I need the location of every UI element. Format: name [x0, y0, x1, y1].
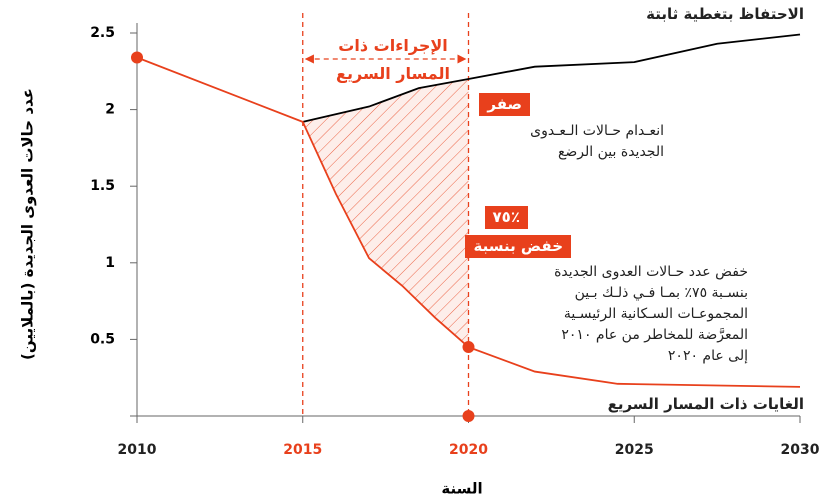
zero-tag: صفر [479, 93, 530, 116]
series-label: الغايات ذات المسار السريع [607, 395, 804, 413]
reduce-tag: خفض بنسبة [465, 235, 571, 258]
note-line: إلى عام ٢٠٢٠ [667, 348, 748, 364]
fast-track-label: الإجراءات ذات المسار السريع [336, 32, 450, 88]
series-label: الاحتفاظ بتغطية ثابتة [646, 5, 804, 23]
note-line: انعـدام حـالات الـعـدوى [530, 123, 664, 139]
y-tick-label: 1 [105, 255, 115, 271]
series-line [136, 56, 801, 388]
point [462, 341, 475, 354]
fast-track-line: الإجراءات ذات [338, 36, 448, 55]
zero-text: انعـدام حـالات الـعـدوى الجديدة بين الرض… [530, 121, 664, 163]
series-line [302, 33, 801, 123]
x-tick-label: 2020 [449, 442, 488, 458]
axis-marker [462, 410, 475, 422]
x-tick-label: 2030 [781, 442, 820, 458]
y-tick-label: 1.5 [90, 178, 115, 194]
x-tick-label: 2025 [615, 442, 654, 458]
plot-area: 0.5 1 1.5 2 2.5 2010 2015 2020 2025 2030 [90, 13, 820, 458]
x-tick-label: 2015 [283, 442, 322, 458]
hatch-area [302, 78, 469, 348]
fast-track-line: المسار السريع [336, 64, 450, 83]
y-tick-label: 2 [105, 102, 115, 118]
y-tick-label: 0.5 [90, 331, 115, 347]
y-axis-label: عدد حالات العدوى الجديدة (بالملايين) [19, 88, 37, 360]
note-line: المجموعـات السـكانية الرئيسـية [563, 306, 748, 322]
note-line: الجديدة بين الرضع [557, 144, 664, 160]
y-tick-label: 2.5 [90, 25, 115, 41]
note-line: خفض عدد حـالات العدوى الجديدة [554, 264, 748, 280]
note-line: المعرَّضة للمخاطر من عام ٢٠١٠ [561, 327, 748, 343]
x-axis-label: السنة [441, 480, 482, 498]
reduce-text: خفض عدد حـالات العدوى الجديدة بنسـبة ٧٥٪… [554, 262, 748, 367]
percent-tag: ٪٧٥ [484, 206, 528, 229]
point [131, 51, 143, 64]
note-line: بنسـبة ٧٥٪ بمـا فـي ذلـك بـين [574, 285, 748, 301]
x-tick-label: 2010 [118, 442, 157, 458]
